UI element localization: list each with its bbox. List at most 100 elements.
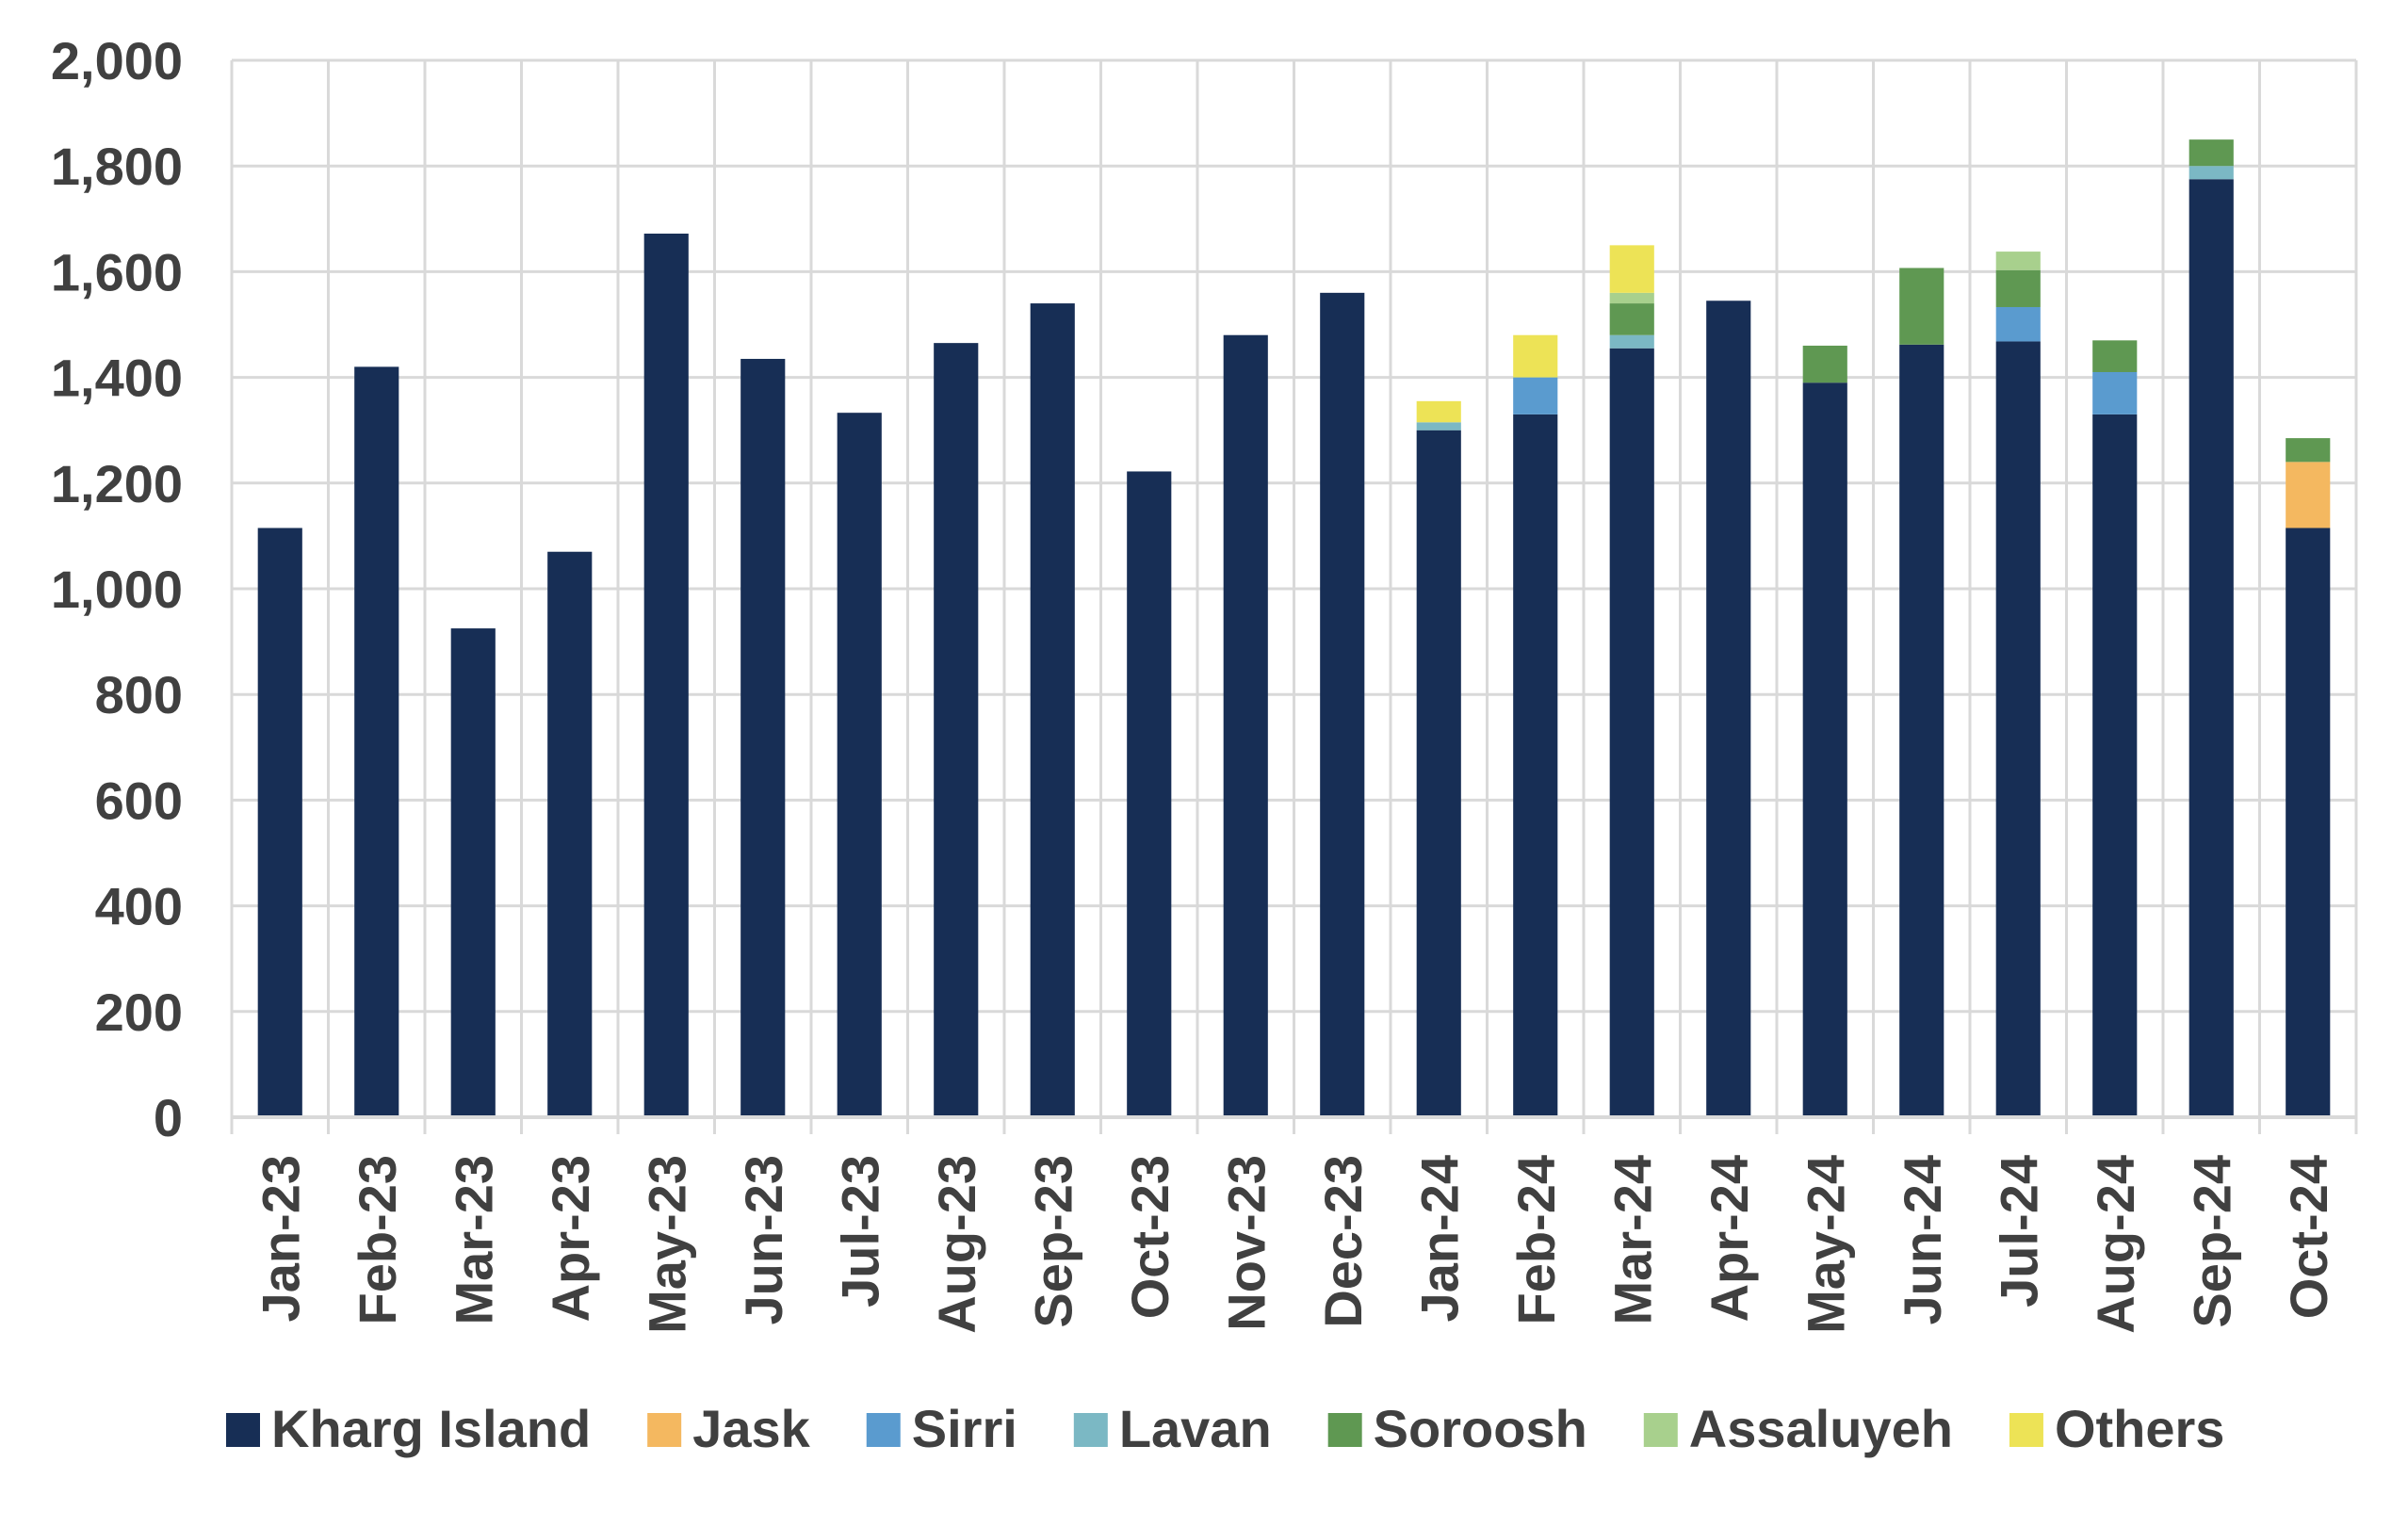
bar-kharg-island [2188,179,2234,1118]
x-tick-label: Jun-24 [1893,1155,1952,1325]
bar-soroosh [1609,303,1654,335]
legend-label: Jask [692,1399,810,1458]
bar-kharg-island [1802,382,1847,1118]
legend-label: Assaluyeh [1689,1399,1953,1458]
bar-soroosh [2286,438,2331,463]
y-tick-label: 2,000 [51,31,183,90]
bar-kharg-island [1899,344,1944,1117]
x-tick-label: Jun-23 [734,1155,793,1325]
bar-kharg-island [354,366,399,1117]
bar-others [1609,245,1654,293]
bar-soroosh [1995,269,2041,307]
y-tick-label: 1,000 [51,560,183,619]
y-tick-label: 1,400 [51,349,183,408]
bar-jask [2286,462,2331,528]
bar-kharg-island [2286,528,2331,1117]
axis-layer: 0 200 400 600 800 1,000 1,200 1,400 1,600 1,800 2,… [51,31,2356,1334]
bar-kharg-island [1223,334,1268,1118]
x-tick-label: Aug-23 [927,1155,986,1334]
bar-kharg-island [1513,414,1558,1117]
x-tick-label: Oct-23 [1120,1155,1180,1319]
x-tick-label: Jan-24 [1409,1155,1469,1322]
legend-item: Assaluyeh [1643,1399,1953,1458]
bar-soroosh [2188,139,2234,167]
bar-kharg-island [1609,348,1654,1117]
legend-swatch [866,1413,901,1447]
legend-item: Sirri [866,1399,1017,1458]
bar-lavan [1416,422,1461,430]
bar-kharg-island [1706,301,1751,1117]
bar-kharg-island [934,343,979,1117]
y-tick-label: 800 [95,665,183,724]
legend-swatch [1327,1413,1362,1447]
legend-item: Lavan [1073,1399,1272,1458]
x-tick-label: Dec-23 [1313,1155,1373,1328]
y-tick-label: 0 [154,1088,183,1147]
x-tick-label: May-23 [637,1155,696,1334]
bar-lavan [1609,334,1654,349]
legend-swatch [226,1413,260,1447]
x-tick-label: Feb-23 [348,1155,407,1325]
legend-item: Kharg Island [226,1399,591,1458]
x-tick-label: Nov-23 [1216,1155,1276,1331]
x-tick-label: Jul-23 [830,1155,889,1308]
y-tick-label: 1,800 [51,137,183,196]
bar-soroosh [2092,340,2138,372]
bar-assaluyeh [1995,252,2041,270]
bar-kharg-island [1995,341,2041,1117]
x-tick-label: Jan-23 [251,1155,310,1322]
legend-swatch [647,1413,682,1447]
x-tick-label: Aug-24 [2086,1155,2145,1334]
legend-label: Kharg Island [271,1399,591,1458]
legend-label: Sirri [912,1399,1017,1458]
x-tick-label: Jul-24 [1989,1155,2048,1308]
bar-others [1416,400,1461,423]
bar-others [1513,334,1558,378]
legend-swatch [1073,1413,1108,1447]
bar-sirri [1995,306,2041,342]
y-tick-label: 1,200 [51,454,183,513]
y-tick-label: 1,600 [51,242,183,301]
x-tick-label: Sep-23 [1023,1155,1082,1328]
bar-assaluyeh [1609,292,1654,304]
bar-kharg-island [2092,414,2138,1117]
x-tick-label: Sep-24 [2182,1155,2241,1328]
bar-sirri [2092,371,2138,414]
bar-soroosh [1802,345,1847,383]
bar-kharg-island [740,358,786,1118]
legend-item: Soroosh [1327,1399,1587,1458]
y-tick-label: 400 [95,877,183,936]
legend-item: Jask [647,1399,811,1458]
bar-kharg-island [1127,471,1172,1117]
bars-layer [257,139,2331,1118]
x-tick-label: Apr-23 [541,1155,600,1322]
legend: Kharg Island Jask Sirri Lavan Soroosh Assaluy… [226,1399,2224,1458]
legend-label: Soroosh [1374,1399,1587,1458]
x-tick-label: Mar-23 [444,1155,503,1325]
x-tick-label: Feb-24 [1506,1155,1566,1325]
bar-kharg-island [1416,430,1461,1117]
legend-item: Others [2009,1399,2225,1458]
x-tick-label: Apr-24 [1700,1155,1759,1322]
bar-kharg-island [1320,292,1365,1118]
legend-swatch [1643,1413,1678,1447]
x-tick-label: May-24 [1796,1155,1855,1334]
bar-sirri [1513,377,1558,414]
legend-swatch [2009,1413,2043,1447]
bar-kharg-island [257,528,302,1117]
y-tick-label: 600 [95,771,183,830]
bar-lavan [2188,166,2234,180]
bar-kharg-island [450,628,496,1117]
x-tick-label: Oct-24 [2279,1155,2338,1319]
legend-label: Others [2055,1399,2225,1458]
bar-kharg-island [643,234,689,1117]
bar-kharg-island [837,413,882,1117]
y-tick-label: 200 [95,983,183,1042]
x-tick-label: Mar-24 [1603,1155,1662,1325]
legend-label: Lavan [1119,1399,1272,1458]
bar-soroosh [1899,268,1944,345]
bar-kharg-island [547,551,593,1117]
bar-kharg-island [1030,303,1075,1117]
